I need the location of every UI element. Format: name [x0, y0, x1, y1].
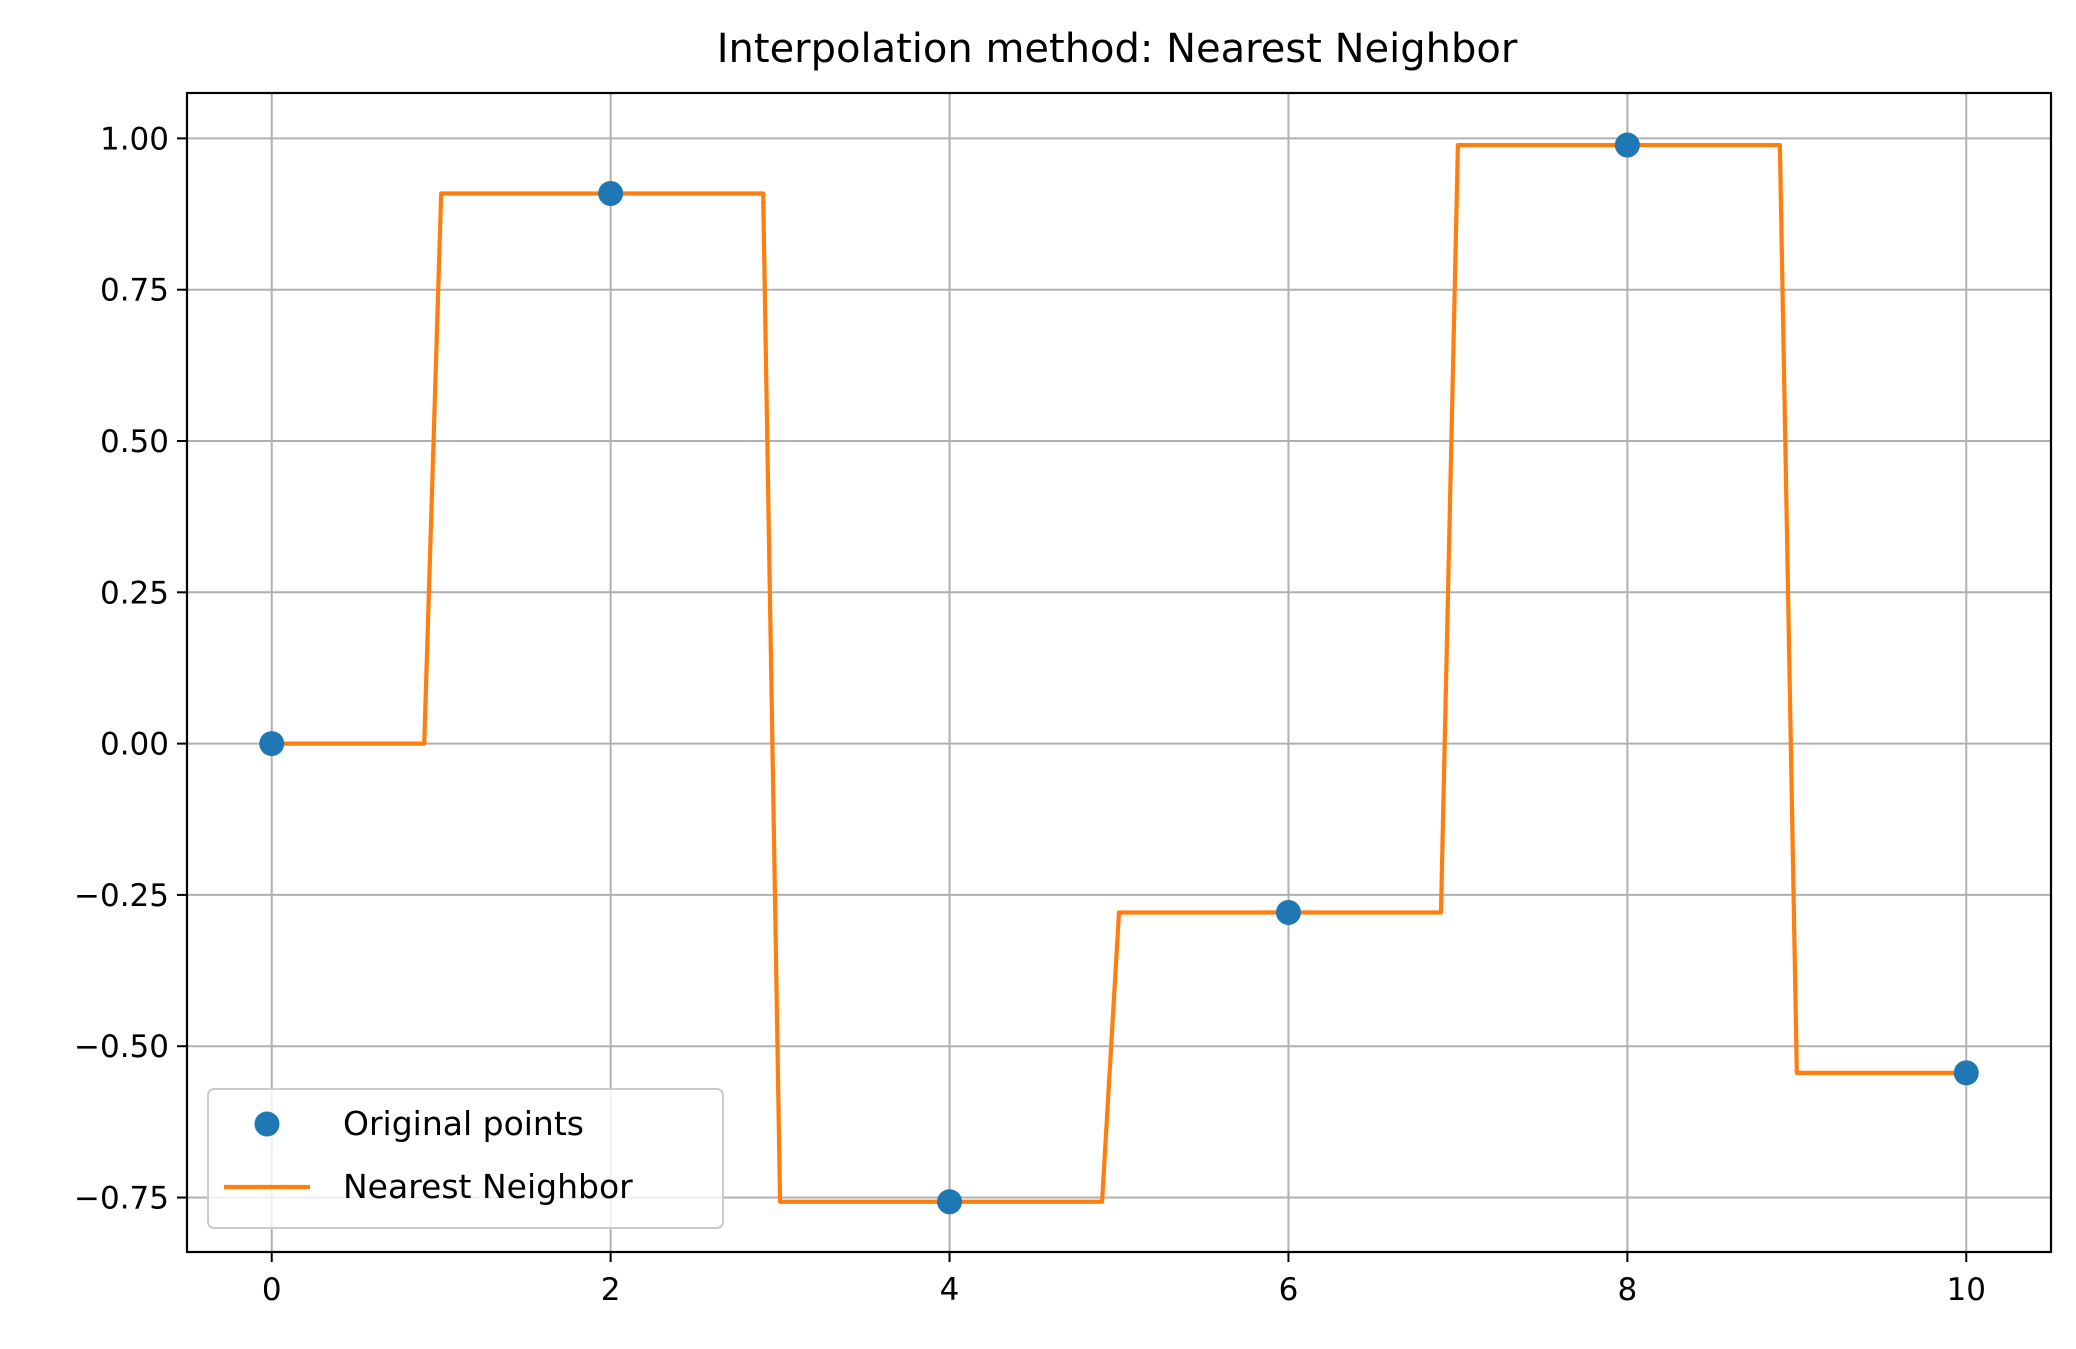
legend: Original points Nearest Neighbor: [207, 1088, 724, 1229]
x-tick-label: 10: [1947, 1272, 1986, 1308]
data-point: [1614, 132, 1640, 158]
y-tick-label: 0.00: [100, 727, 169, 763]
data-point: [598, 180, 624, 206]
y-tick-label: −0.25: [74, 878, 169, 914]
x-tick-label: 8: [1617, 1272, 1637, 1308]
legend-marker-original-points: [254, 1111, 280, 1137]
series-line-nearest-neighbor: [271, 142, 1967, 1204]
data-point: [1953, 1060, 1979, 1086]
x-tick-label: 6: [1279, 1272, 1299, 1308]
grid: [187, 93, 2051, 1252]
legend-box: [207, 1088, 724, 1229]
legend-label-original-points: Original points: [343, 1104, 584, 1143]
y-tick-label: −0.75: [74, 1181, 169, 1217]
axis-ticks: 0 2 4 6 8 10 1.00 0.75 0.50 0.25 0.00 −0.25 −0.50 −0.…: [74, 121, 1986, 1308]
y-tick-label: −0.50: [74, 1029, 169, 1065]
y-tick-label: 1.00: [100, 121, 169, 157]
plot-series: [259, 132, 1979, 1215]
data-point: [1275, 899, 1301, 925]
x-tick-label: 4: [940, 1272, 960, 1308]
legend-label-nearest-neighbor: Nearest Neighbor: [343, 1167, 633, 1206]
y-tick-label: 0.50: [100, 424, 169, 460]
chart-title: Interpolation method: Nearest Neighbor: [717, 26, 1518, 72]
axes-frame: [185, 91, 2053, 1254]
y-tick-label: 0.75: [100, 273, 169, 309]
x-tick-label: 0: [262, 1272, 282, 1308]
data-point: [937, 1189, 963, 1215]
data-point: [259, 731, 285, 757]
x-tick-label: 2: [601, 1272, 621, 1308]
y-tick-label: 0.25: [100, 575, 169, 611]
